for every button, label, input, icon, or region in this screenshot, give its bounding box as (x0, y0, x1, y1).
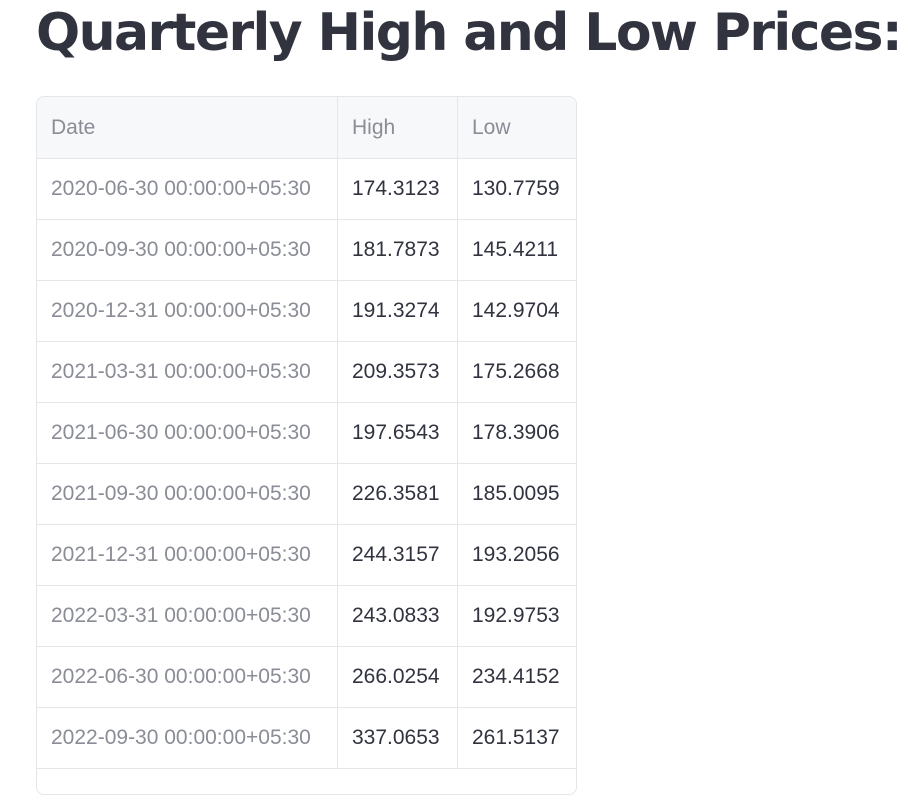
cell-high[interactable]: 181.7873 (337, 219, 458, 281)
cell-high[interactable]: 226.3581 (337, 463, 458, 525)
cell-high[interactable]: 209.3573 (337, 341, 458, 403)
price-table-container[interactable]: Date High Low 2020-06-30 00:00:00+05:30 1… (36, 96, 577, 795)
cell-low[interactable]: 178.3906 (457, 402, 576, 464)
cell-high[interactable]: 266.0254 (337, 646, 458, 708)
cell-low[interactable]: 192.9753 (457, 585, 576, 647)
table-row: 2020-12-31 00:00:00+05:30 191.3274 142.970… (37, 280, 576, 342)
cell-low[interactable]: 185.0095 (457, 463, 576, 525)
cell-date[interactable]: 2020-12-31 00:00:00+05:30 (37, 280, 338, 342)
cell-date[interactable]: 2021-09-30 00:00:00+05:30 (37, 463, 338, 525)
column-header-date[interactable]: Date (37, 97, 338, 159)
table-row: 2022-06-30 00:00:00+05:30 266.0254 234.415… (37, 646, 576, 708)
cell-date[interactable]: 2022-09-30 00:00:00+05:30 (37, 707, 338, 769)
table-row: 2021-03-31 00:00:00+05:30 209.3573 175.266… (37, 341, 576, 403)
cell-date[interactable]: 2022-03-31 00:00:00+05:30 (37, 585, 338, 647)
page-title: Quarterly High and Low Prices: (36, 3, 903, 63)
cell-high[interactable]: 244.3157 (337, 524, 458, 586)
table-row: 2021-12-31 00:00:00+05:30 244.3157 193.205… (37, 524, 576, 586)
cell-date[interactable]: 2020-09-30 00:00:00+05:30 (37, 219, 338, 281)
cell-date[interactable]: 2021-03-31 00:00:00+05:30 (37, 341, 338, 403)
cell-high[interactable]: 191.3274 (337, 280, 458, 342)
table-header-row: Date High Low (37, 97, 576, 159)
cell-high[interactable]: 174.3123 (337, 158, 458, 220)
table-row: 2020-09-30 00:00:00+05:30 181.7873 145.421… (37, 219, 576, 281)
column-header-high[interactable]: High (337, 97, 458, 159)
cell-low[interactable]: 142.9704 (457, 280, 576, 342)
cell-low[interactable]: 175.2668 (457, 341, 576, 403)
cell-high[interactable]: 243.0833 (337, 585, 458, 647)
cell-date[interactable]: 2021-12-31 00:00:00+05:30 (37, 524, 338, 586)
cell-date[interactable]: 2020-06-30 00:00:00+05:30 (37, 158, 338, 220)
cell-low[interactable]: 193.2056 (457, 524, 576, 586)
cell-high[interactable]: 197.6543 (337, 402, 458, 464)
table-row: 2022-03-31 00:00:00+05:30 243.0833 192.975… (37, 585, 576, 647)
column-header-low[interactable]: Low (457, 97, 576, 159)
cell-low[interactable]: 130.7759 (457, 158, 576, 220)
cell-date[interactable]: 2021-06-30 00:00:00+05:30 (37, 402, 338, 464)
cell-low[interactable]: 145.4211 (457, 219, 576, 281)
table-row: 2022-09-30 00:00:00+05:30 337.0653 261.513… (37, 707, 576, 769)
cell-low[interactable]: 261.5137 (457, 707, 576, 769)
cell-date[interactable]: 2022-06-30 00:00:00+05:30 (37, 646, 338, 708)
table-row: 2021-06-30 00:00:00+05:30 197.6543 178.390… (37, 402, 576, 464)
cell-low[interactable]: 234.4152 (457, 646, 576, 708)
table-row: 2021-09-30 00:00:00+05:30 226.3581 185.009… (37, 463, 576, 525)
table-body: 2020-06-30 00:00:00+05:30 174.3123 130.775… (37, 158, 576, 769)
cell-high[interactable]: 337.0653 (337, 707, 458, 769)
price-table: Date High Low 2020-06-30 00:00:00+05:30 1… (37, 97, 576, 769)
table-row: 2020-06-30 00:00:00+05:30 174.3123 130.775… (37, 158, 576, 220)
